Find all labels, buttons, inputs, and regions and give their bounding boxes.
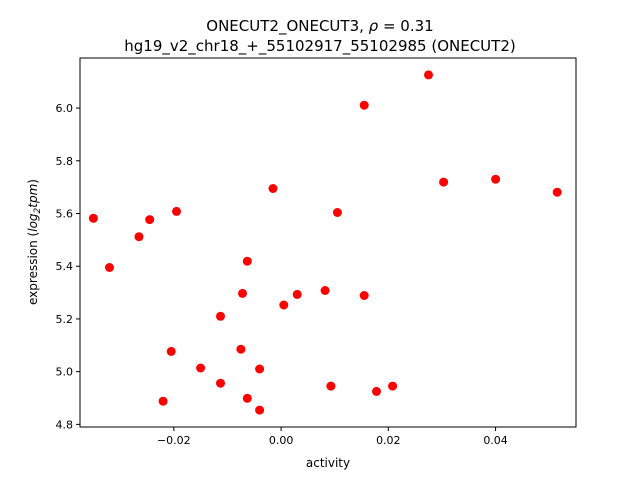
data-points [88, 70, 562, 415]
y-axis-label: expression (log2tpm) [26, 179, 43, 305]
data-point-24 [372, 386, 381, 396]
x-tick-label-3: 0.04 [483, 434, 508, 447]
data-point-19 [320, 286, 330, 295]
y-tick-label-1: 5.0 [56, 366, 74, 379]
data-point-5 [166, 346, 176, 356]
data-point-6 [158, 396, 168, 406]
data-point-28 [491, 174, 501, 184]
x-axis-label: activity [306, 456, 350, 470]
data-point-20 [326, 381, 336, 391]
y-tick-label-4: 5.6 [56, 208, 74, 221]
chart-title-line1: ONECUT2_ONECUT3, ρ = 0.31 [206, 17, 433, 36]
chart-title-line2: hg19_v2_chr18_+_55102917_55102985 (ONECU… [124, 37, 515, 56]
y-tick-label-3: 5.4 [56, 260, 74, 273]
data-point-17 [279, 300, 289, 310]
data-point-3 [145, 215, 155, 225]
x-tick-label-1: 0.00 [269, 434, 294, 447]
data-point-8 [216, 311, 225, 321]
x-tick-label-2: 0.02 [376, 434, 401, 447]
data-point-11 [238, 288, 247, 298]
data-point-13 [242, 393, 252, 403]
data-point-18 [292, 289, 302, 299]
data-point-10 [236, 344, 246, 354]
y-tick-label-5: 5.8 [56, 155, 74, 168]
data-point-1 [105, 263, 114, 272]
data-point-26 [424, 70, 433, 80]
data-point-9 [216, 378, 225, 388]
data-point-22 [359, 291, 369, 300]
data-point-0 [88, 213, 98, 223]
data-point-12 [242, 256, 252, 266]
data-point-25 [388, 381, 398, 391]
data-point-16 [268, 184, 278, 193]
y-tick-label-6: 6.0 [56, 102, 74, 115]
data-point-7 [196, 363, 206, 373]
x-axis-ticks: −0.02 0.00 0.02 0.04 [157, 427, 508, 447]
y-tick-label-0: 4.8 [56, 418, 74, 431]
data-point-4 [172, 206, 181, 216]
y-tick-label-2: 5.2 [56, 313, 74, 326]
data-point-14 [255, 364, 265, 374]
data-point-29 [552, 187, 562, 197]
plot-area-frame [79, 57, 577, 428]
data-point-15 [255, 405, 265, 415]
data-point-27 [439, 177, 449, 187]
data-point-21 [332, 208, 342, 217]
data-point-23 [359, 100, 369, 110]
data-point-2 [134, 232, 144, 242]
x-tick-label-0: −0.02 [157, 434, 191, 447]
y-axis-ticks: 4.8 5.0 5.2 5.4 5.6 5.8 6.0 [56, 102, 80, 431]
